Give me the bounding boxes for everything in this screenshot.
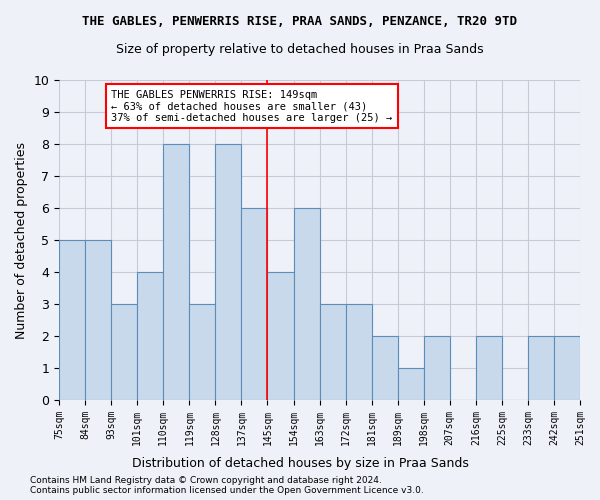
Bar [190, 304, 215, 400]
Y-axis label: Number of detached properties: Number of detached properties [15, 142, 28, 338]
Text: Contains HM Land Registry data © Crown copyright and database right 2024.: Contains HM Land Registry data © Crown c… [30, 476, 382, 485]
Text: Distribution of detached houses by size in Praa Sands: Distribution of detached houses by size … [131, 458, 469, 470]
Text: THE GABLES, PENWERRIS RISE, PRAA SANDS, PENZANCE, TR20 9TD: THE GABLES, PENWERRIS RISE, PRAA SANDS, … [83, 15, 517, 28]
Bar [528, 336, 554, 400]
Bar [293, 208, 320, 400]
Text: THE GABLES PENWERRIS RISE: 149sqm
← 63% of detached houses are smaller (43)
37% : THE GABLES PENWERRIS RISE: 149sqm ← 63% … [111, 90, 392, 123]
Bar [398, 368, 424, 400]
Bar [215, 144, 241, 400]
Bar [424, 336, 450, 400]
Bar [476, 336, 502, 400]
Text: Size of property relative to detached houses in Praa Sands: Size of property relative to detached ho… [116, 42, 484, 56]
Text: Contains public sector information licensed under the Open Government Licence v3: Contains public sector information licen… [30, 486, 424, 495]
Bar [346, 304, 371, 400]
Bar [268, 272, 293, 400]
Bar [59, 240, 85, 400]
Bar [137, 272, 163, 400]
Bar [241, 208, 268, 400]
Bar [163, 144, 190, 400]
Bar [320, 304, 346, 400]
Bar [554, 336, 580, 400]
Bar [371, 336, 398, 400]
Bar [111, 304, 137, 400]
Bar [85, 240, 111, 400]
